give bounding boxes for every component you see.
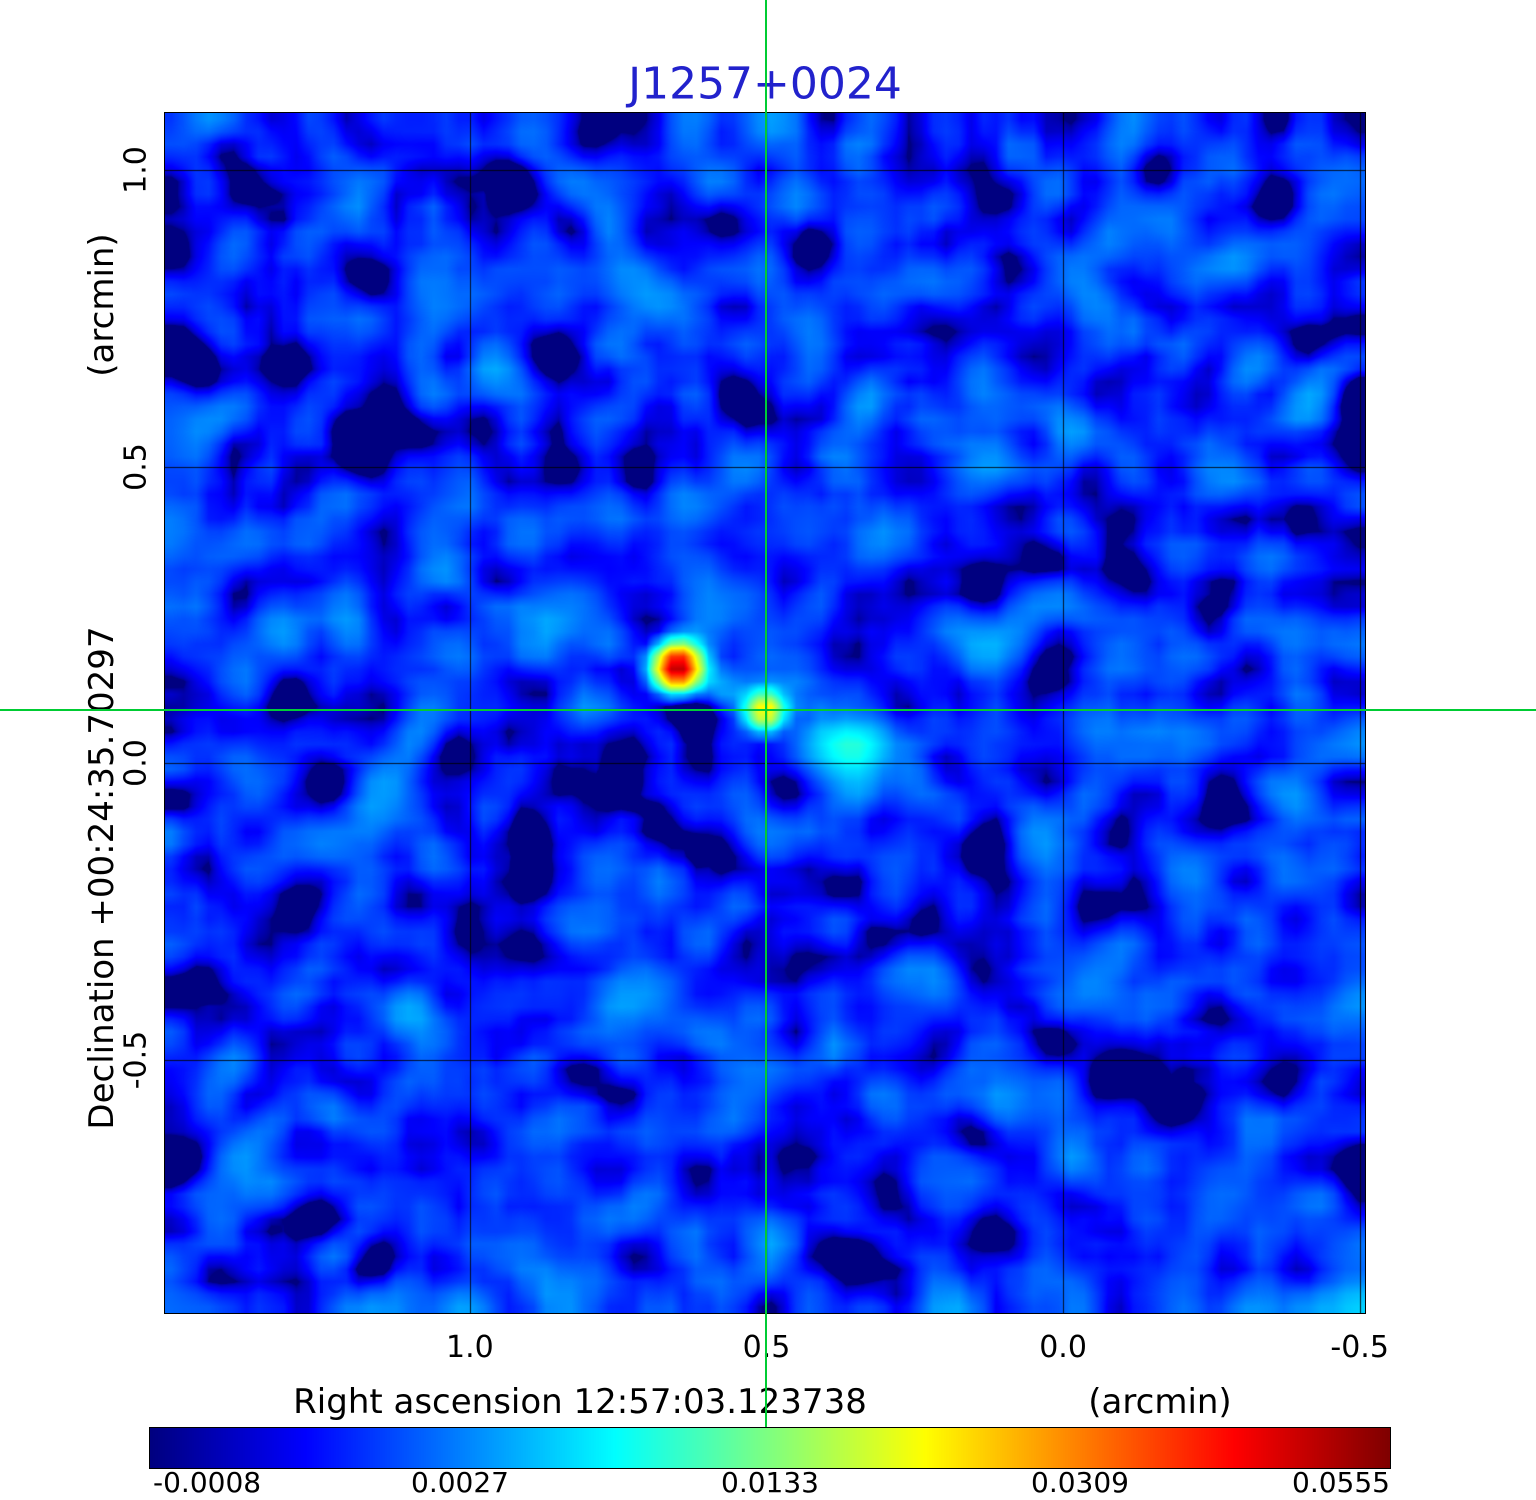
colorbar: [149, 1427, 1391, 1469]
colorbar-tick-label: 0.0133: [721, 1466, 819, 1499]
figure-title: J1257+0024: [628, 58, 902, 110]
sky-map-heatmap-canvas: [164, 112, 1366, 1314]
y-axis-label: Declination +00:24:35.70297: [82, 626, 122, 1130]
colorbar-tick-label: 0.0027: [411, 1466, 509, 1499]
x-tick-label: -0.5: [1330, 1330, 1389, 1365]
y-tick-label: 1.0: [118, 146, 154, 194]
colorbar-tick-label: 0.0309: [1031, 1466, 1129, 1499]
colorbar-tick-label: 0.0555: [1292, 1466, 1390, 1499]
x-tick-label: 1.0: [446, 1330, 494, 1365]
x-tick-label: 0.0: [1039, 1330, 1087, 1365]
y-tick-label: 0.5: [118, 442, 154, 491]
x-axis-label: Right ascension 12:57:03.123738: [293, 1382, 867, 1422]
y-tick-label: 0.0: [118, 739, 154, 787]
y-axis-unit-label: (arcmin): [82, 233, 122, 377]
y-tick-label: -0.5: [118, 1030, 154, 1089]
x-axis-unit-label: (arcmin): [1088, 1382, 1232, 1422]
colorbar-tick-label: -0.0008: [153, 1466, 262, 1499]
x-tick-label: 0.5: [742, 1330, 791, 1365]
